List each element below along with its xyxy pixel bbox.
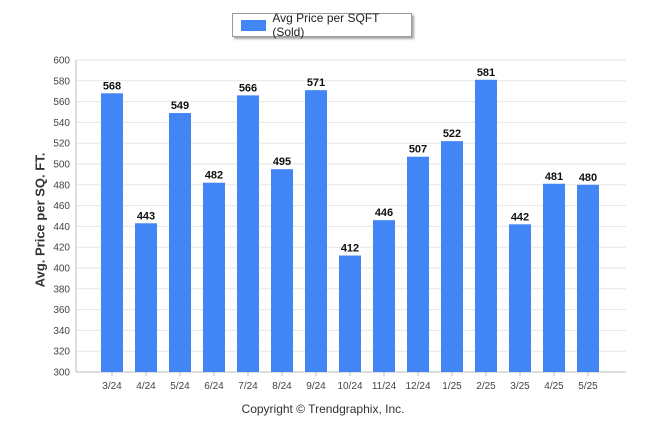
data-label: 446 xyxy=(375,207,393,219)
y-tick-label: 320 xyxy=(53,347,70,358)
x-tick-label: 5/24 xyxy=(170,381,190,392)
x-tick-label: 10/24 xyxy=(337,381,362,392)
y-tick-label: 460 xyxy=(53,201,70,212)
data-label: 507 xyxy=(409,144,427,156)
y-tick-label: 540 xyxy=(53,118,70,129)
bar xyxy=(407,156,429,372)
bar xyxy=(101,93,123,372)
x-tick-label: 12/24 xyxy=(405,381,430,392)
data-label: 522 xyxy=(443,128,461,140)
y-tick-label: 300 xyxy=(53,368,70,379)
data-label: 481 xyxy=(545,171,563,183)
y-tick-label: 580 xyxy=(53,76,70,87)
bar xyxy=(577,184,599,372)
bar xyxy=(305,90,327,372)
data-label: 495 xyxy=(273,156,291,168)
bar xyxy=(271,169,293,372)
bar xyxy=(441,141,463,372)
copyright-text: Copyright © Trendgraphix, Inc. xyxy=(241,402,405,416)
data-label: 442 xyxy=(511,211,529,223)
y-tick-label: 340 xyxy=(53,326,70,337)
data-label: 581 xyxy=(477,67,495,79)
bar xyxy=(237,95,259,373)
y-tick-label: 420 xyxy=(53,243,70,254)
legend: Avg Price per SQFT (Sold) xyxy=(232,11,412,39)
data-label: 566 xyxy=(239,82,257,94)
x-tick-label: 3/24 xyxy=(102,381,122,392)
x-tick-label: 2/25 xyxy=(476,381,496,392)
bar xyxy=(203,182,225,372)
x-tick-label: 8/24 xyxy=(272,381,292,392)
data-label: 412 xyxy=(341,243,359,255)
y-tick-label: 360 xyxy=(53,305,70,316)
y-tick-label: 440 xyxy=(53,222,70,233)
x-tick-label: 11/24 xyxy=(372,381,397,392)
y-tick-label: 380 xyxy=(53,284,70,295)
y-tick-label: 560 xyxy=(53,97,70,108)
data-label: 568 xyxy=(103,80,121,92)
bar xyxy=(169,113,191,372)
x-tick-label: 1/25 xyxy=(442,381,462,392)
x-tick-label: 9/24 xyxy=(306,381,326,392)
x-tick-label: 4/25 xyxy=(544,381,564,392)
x-tick-label: 4/24 xyxy=(136,381,156,392)
data-label: 443 xyxy=(137,210,155,222)
bar xyxy=(373,220,395,372)
data-label: 549 xyxy=(171,100,189,112)
bar xyxy=(475,79,497,372)
y-tick-label: 480 xyxy=(53,180,70,191)
bar xyxy=(509,224,531,372)
y-tick-label: 400 xyxy=(53,264,70,275)
bar xyxy=(543,183,565,372)
x-tick-label: 3/25 xyxy=(510,381,530,392)
data-label: 480 xyxy=(579,172,597,184)
y-tick-label: 520 xyxy=(53,139,70,150)
x-tick-label: 6/24 xyxy=(204,381,224,392)
bar xyxy=(135,223,157,372)
legend-label: Avg Price per SQFT (Sold) xyxy=(272,11,380,39)
x-tick-label: 5/25 xyxy=(578,381,598,392)
y-tick-label: 500 xyxy=(53,160,70,171)
data-label: 571 xyxy=(307,77,325,89)
legend-swatch xyxy=(241,19,267,31)
data-label: 482 xyxy=(205,170,223,182)
bar xyxy=(339,255,361,372)
x-tick-label: 7/24 xyxy=(238,381,258,392)
y-tick-label: 600 xyxy=(53,56,70,67)
